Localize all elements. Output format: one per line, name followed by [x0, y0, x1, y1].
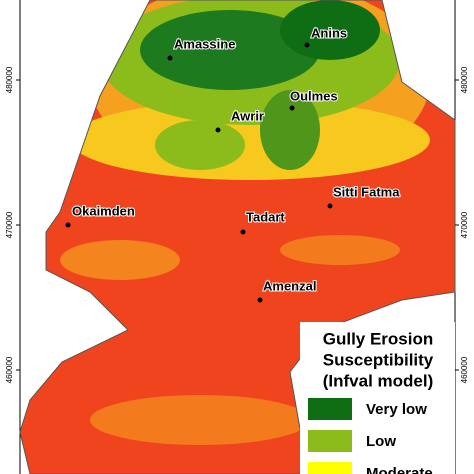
legend-swatch [308, 398, 352, 420]
legend-title: Susceptibility [323, 350, 434, 369]
place-dot [167, 55, 173, 61]
place-dot [327, 203, 333, 209]
place-dot [65, 222, 71, 228]
place-dot [289, 105, 295, 111]
left-tick-label: 460000 [5, 356, 14, 383]
place-label: Awrir [231, 108, 264, 123]
place-dot [304, 42, 310, 48]
place-dot [215, 127, 221, 133]
right-tick-label: 460000 [460, 356, 469, 383]
place-label: Amassine [174, 36, 235, 51]
legend-title: (Infval model) [323, 371, 434, 390]
place-label: Oulmes [290, 88, 338, 103]
place-dot [257, 297, 263, 303]
left-tick-label: 470000 [5, 211, 14, 238]
place-label: Okaimden [72, 203, 135, 218]
left-tick-label: 480000 [5, 66, 14, 93]
legend-title: Gully Erosion [323, 329, 434, 348]
place-label: Tadart [246, 209, 285, 224]
place-label: Sitti Fatma [333, 184, 400, 199]
place-label: Amenzal [263, 278, 316, 293]
place-dot [240, 229, 246, 235]
legend-label: Moderate [366, 465, 433, 474]
right-tick-label: 470000 [460, 211, 469, 238]
legend-swatch [308, 462, 352, 474]
legend-swatch [308, 430, 352, 452]
legend-label: Low [366, 433, 396, 450]
right-tick-label: 480000 [460, 66, 469, 93]
legend-label: Very low [366, 401, 427, 418]
place-label: Anins [311, 25, 347, 40]
boundary [19, 0, 456, 474]
